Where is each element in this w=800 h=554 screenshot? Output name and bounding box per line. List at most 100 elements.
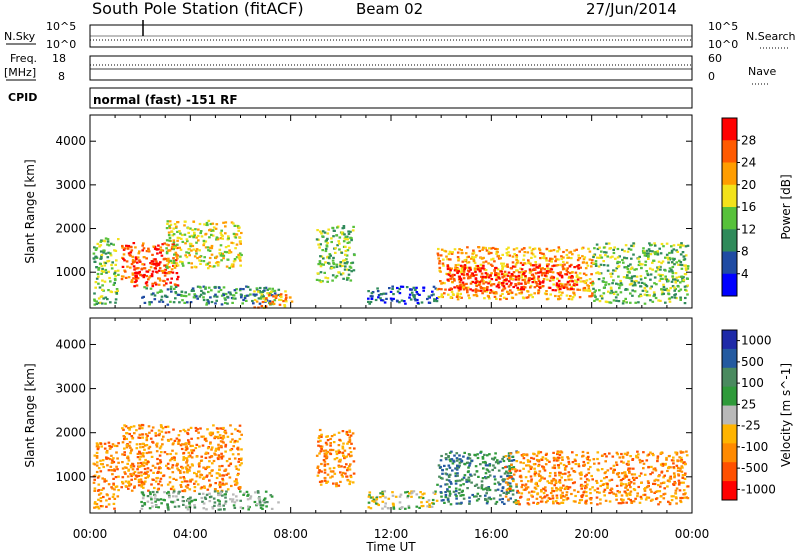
velocity-cell (142, 483, 145, 486)
power-cell (135, 258, 138, 261)
velocity-cell (133, 485, 136, 488)
power-cell (469, 257, 473, 260)
power-cell (622, 300, 625, 303)
power-cell (162, 279, 165, 282)
power-cell (130, 279, 134, 282)
velocity-cell (486, 500, 489, 503)
power-cell (667, 258, 670, 261)
power-cell (668, 267, 672, 270)
velocity-cell (580, 495, 584, 499)
velocity-cell (608, 500, 612, 503)
power-cell (184, 291, 187, 294)
power-cell (145, 275, 149, 278)
power-cell (467, 275, 471, 278)
velocity-cell (229, 424, 232, 427)
power-cell (621, 258, 624, 262)
power-cell (464, 252, 468, 255)
velocity-cell (554, 457, 557, 460)
power-cell (489, 291, 492, 294)
power-cell (481, 257, 484, 260)
velocity-cell (159, 477, 163, 480)
velocity-cell (189, 478, 192, 481)
velocity-cell (217, 454, 221, 457)
power-cell (139, 273, 142, 276)
power-cell (138, 270, 141, 274)
velocity-cell (196, 437, 200, 440)
power-cell (522, 288, 526, 291)
velocity-cell (236, 447, 239, 450)
velocity-cell (246, 494, 249, 497)
power-cell (682, 276, 685, 279)
power-cell (192, 236, 195, 239)
power-cell (512, 271, 516, 274)
velocity-cell (229, 449, 232, 452)
velocity-cell (383, 505, 387, 508)
power-cell (674, 272, 678, 275)
power-cell (614, 290, 618, 293)
power-cell (326, 280, 329, 283)
power-cell (97, 282, 100, 285)
velocity-cell (190, 499, 194, 502)
power-cell (653, 276, 657, 279)
velocity-cell (124, 425, 128, 428)
power-cell (186, 240, 189, 243)
power-cell (239, 293, 243, 296)
power-cell (191, 228, 194, 232)
velocity-cell (330, 435, 334, 438)
power-cell (624, 297, 627, 300)
velocity-cell (577, 463, 580, 466)
power-cell (573, 294, 576, 297)
velocity-cell (681, 476, 685, 479)
velocity-cell (656, 479, 660, 482)
power-cell (202, 285, 206, 288)
power-cell (152, 258, 156, 261)
power-cell (540, 252, 544, 255)
velocity-cell (524, 476, 528, 479)
velocity-cell (95, 455, 99, 458)
power-cell (199, 259, 203, 262)
power-cell (440, 288, 443, 291)
velocity-cell (447, 464, 451, 467)
velocity-cell (539, 500, 543, 503)
power-cell (93, 292, 96, 295)
velocity-cell (105, 449, 109, 453)
velocity-cell (608, 452, 611, 455)
power-cell (686, 267, 690, 270)
power-cell (545, 263, 549, 266)
velocity-cell (420, 501, 423, 504)
power-cell (219, 244, 223, 247)
velocity-cell (586, 461, 590, 465)
velocity-cell (144, 433, 148, 436)
velocity-cell (317, 440, 320, 443)
velocity-cell (331, 470, 334, 473)
velocity-cell (320, 448, 323, 451)
velocity-cell (540, 497, 544, 500)
power-cell (129, 251, 133, 254)
power-cell (665, 278, 668, 281)
power-cell (167, 249, 170, 252)
power-cell (462, 285, 466, 288)
velocity-cell (560, 496, 563, 499)
velocity-frame (89, 317, 693, 514)
velocity-cell (485, 486, 489, 489)
velocity-cell (187, 455, 191, 458)
power-cell (450, 252, 454, 255)
power-cell (535, 282, 539, 285)
power-cell (480, 289, 483, 292)
velocity-cell (335, 452, 339, 456)
power-cell (588, 278, 592, 281)
power-cell (155, 270, 158, 273)
power-cell (153, 298, 157, 301)
power-cell (459, 292, 462, 295)
power-cell (453, 273, 456, 277)
velocity-cell (512, 459, 516, 462)
power-cell (531, 253, 535, 256)
velocity-cell (159, 424, 163, 427)
power-cell (217, 261, 221, 264)
power-cell (351, 261, 355, 264)
power-cell (253, 298, 257, 302)
power-cell (132, 277, 135, 280)
velocity-cell (220, 446, 223, 449)
velocity-cell (652, 482, 655, 485)
power-cell (166, 222, 169, 225)
